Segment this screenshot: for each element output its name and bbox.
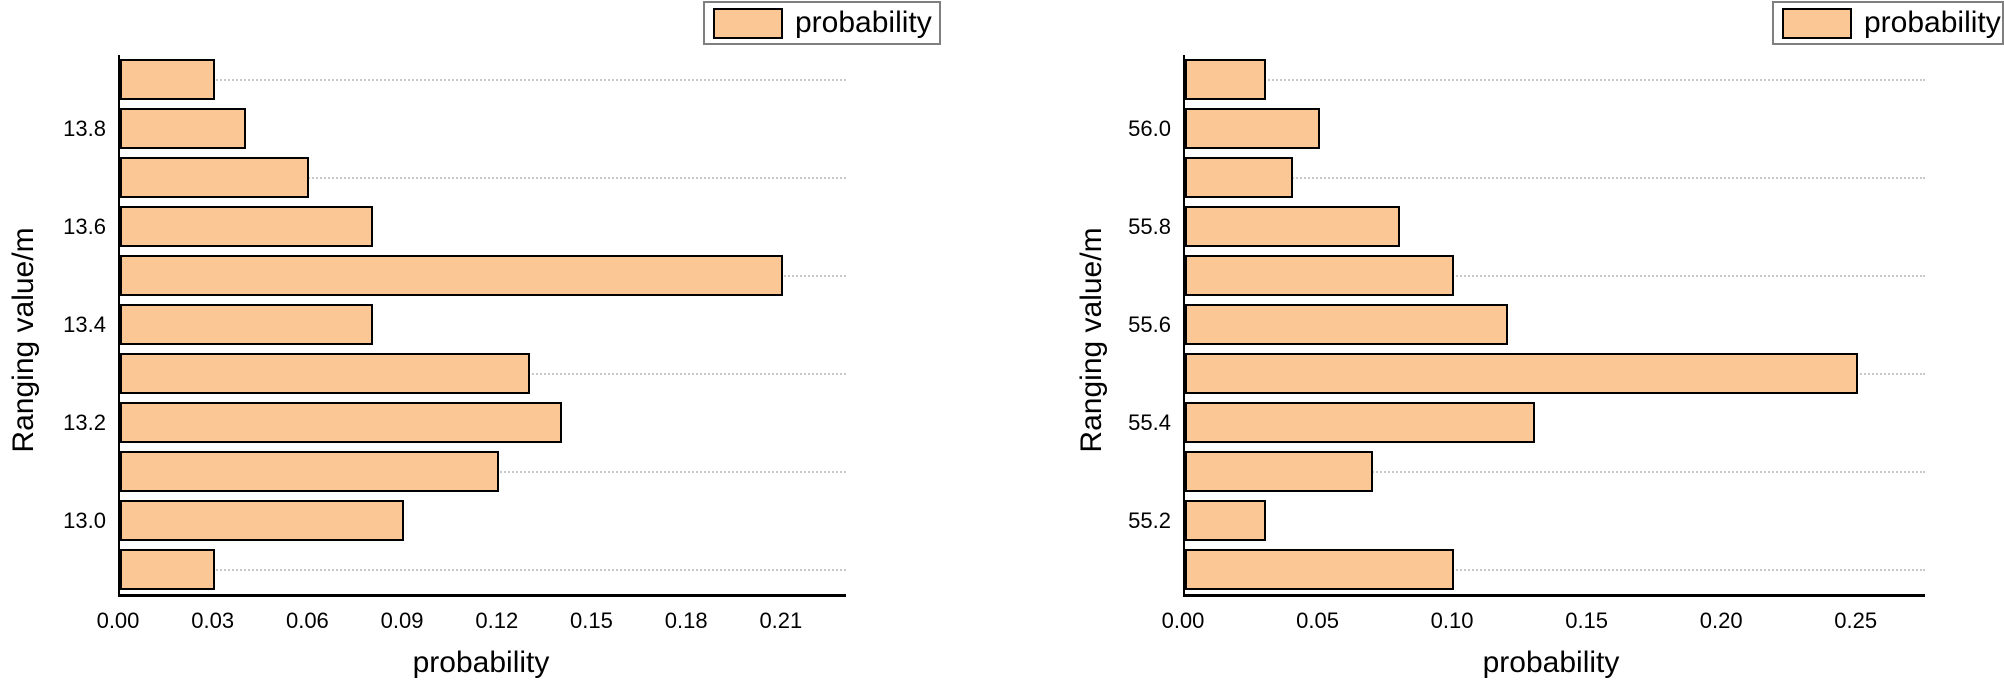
y-tick-label: 56.0	[1128, 115, 1171, 141]
bar-55.5	[1185, 353, 1858, 394]
bar-55.8	[1185, 206, 1401, 247]
legend-label: probability	[1864, 6, 2001, 39]
y-tick-label: 55.4	[1128, 409, 1171, 435]
x-tick-label: 0.18	[664, 608, 708, 633]
bar-56.0	[1185, 108, 1320, 149]
bar-13.6	[120, 206, 373, 247]
x-axis-title: probability	[412, 646, 550, 679]
bar-13.5	[120, 255, 783, 296]
x-tick-label: 0.05	[1296, 608, 1339, 633]
x-tick-label: 0.06	[285, 608, 329, 633]
gridline	[120, 78, 846, 81]
x-axis-title: probability	[1482, 646, 1620, 679]
left-histogram-chart: Ranging value/m probability probability …	[7, 1, 941, 679]
right-histogram-chart: Ranging value/m probability probability …	[1002, 0, 2004, 680]
x-tick-label: 0.03	[191, 608, 235, 633]
bar-56.1	[1185, 59, 1266, 100]
bar-13.4	[120, 304, 373, 345]
gridline	[1185, 568, 1925, 571]
bar-55.3	[1185, 451, 1374, 492]
gridline	[120, 568, 846, 571]
y-tick-label: 13.0	[63, 507, 106, 533]
legend: probability	[703, 1, 941, 45]
x-tick-label: 0.15	[1565, 608, 1609, 633]
bar-55.7	[1185, 255, 1455, 296]
legend-swatch	[713, 7, 783, 39]
bar-13.2	[120, 402, 562, 443]
x-tick-label: 0.20	[1699, 608, 1743, 633]
y-tick-label: 55.8	[1128, 213, 1171, 239]
bar-55.9	[1185, 157, 1293, 198]
bar-55.2	[1185, 500, 1266, 541]
bar-55.1	[1185, 549, 1455, 590]
bar-13.8	[120, 108, 247, 149]
bar-13.0	[120, 500, 405, 541]
x-tick-label: 0.15	[570, 608, 613, 633]
gridline	[120, 176, 846, 179]
bar-13.3	[120, 353, 531, 394]
y-tick-label: 13.2	[63, 409, 106, 435]
bar-55.6	[1185, 304, 1508, 345]
legend-swatch	[1782, 7, 1852, 39]
y-tick-label: 13.4	[63, 311, 106, 337]
y-tick-label: 13.6	[63, 213, 106, 239]
bar-13.1	[120, 451, 499, 492]
bar-55.4	[1185, 402, 1535, 443]
x-tick-label: 0.25	[1834, 608, 1878, 633]
bar-13.7	[120, 157, 310, 198]
legend-label: probability	[795, 6, 932, 39]
y-tick-label: 13.8	[63, 115, 106, 141]
gridline	[1185, 274, 1925, 277]
bar-12.9	[120, 549, 215, 590]
plot-area	[1183, 55, 1925, 597]
plot-area	[118, 55, 846, 597]
x-tick-label: 0.09	[380, 608, 424, 633]
gridline	[1185, 176, 1925, 179]
y-tick-label: 55.6	[1128, 311, 1171, 337]
y-tick-label: 55.2	[1128, 507, 1171, 533]
legend: probability	[1772, 1, 2004, 45]
x-tick-label: 0.00	[96, 608, 140, 633]
bar-13.9	[120, 59, 215, 100]
x-tick-label: 0.00	[1161, 608, 1205, 633]
x-tick-label: 0.10	[1430, 608, 1474, 633]
gridline	[1185, 78, 1925, 81]
x-tick-label: 0.21	[759, 608, 803, 633]
gridline	[1185, 470, 1925, 473]
x-tick-label: 0.12	[475, 608, 519, 633]
